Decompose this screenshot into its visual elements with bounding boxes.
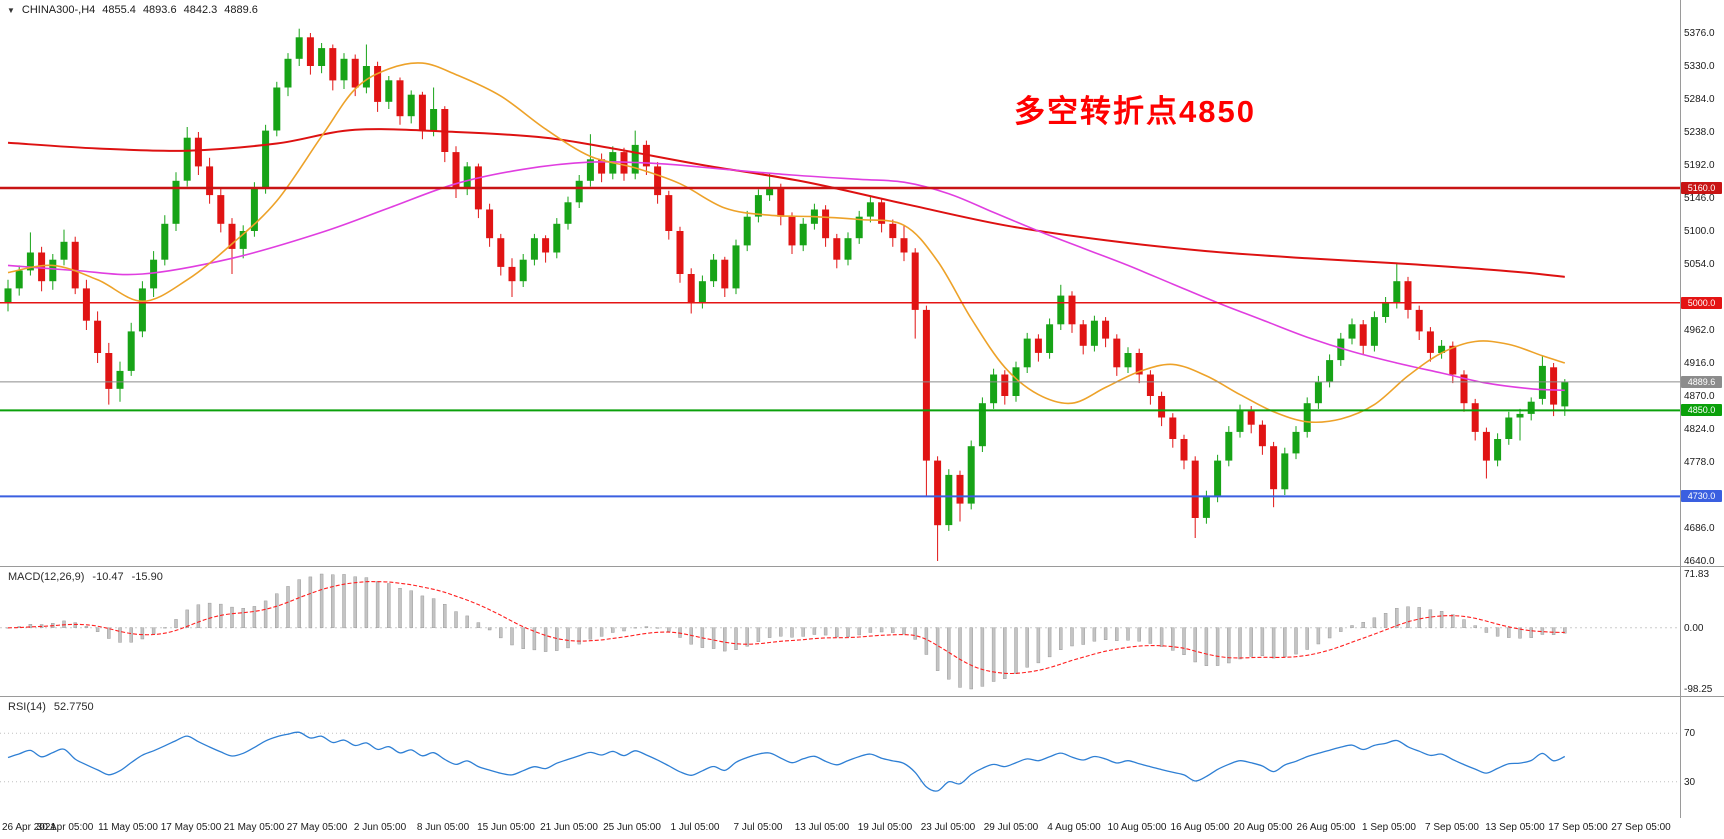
time-axis-label: 4 Aug 05:00 (1047, 822, 1101, 833)
macd-label: MACD(12,26,9) -10.47 -15.90 (8, 571, 163, 583)
price-tick-label: 5054.0 (1684, 259, 1715, 270)
price-tick-label: 4686.0 (1684, 523, 1715, 534)
macd-value: -10.47 (92, 571, 124, 583)
time-axis-label: 15 Jun 05:00 (477, 822, 535, 833)
annotation-text: 多空转折点4850 (1014, 94, 1256, 129)
time-axis-label: 19 Jul 05:00 (857, 822, 913, 833)
time-axis-label: 13 Jul 05:00 (794, 822, 850, 833)
price-tick-label: 5376.0 (1684, 28, 1715, 39)
time-axis-label: 1 Sep 05:00 (1362, 822, 1416, 833)
price-tick-label: 5100.0 (1684, 226, 1715, 237)
time-axis-label: 26 Apr 2021 (2, 822, 56, 833)
time-axis-label: 23 Jul 05:00 (920, 822, 976, 833)
ohlc-open: 4855.4 (102, 4, 136, 16)
rsi-panel[interactable] (0, 731, 1680, 792)
price-tick-label: 5330.0 (1684, 61, 1715, 72)
rsi-level-label: 70 (1684, 728, 1696, 739)
ohlc-close: 4889.6 (224, 4, 258, 16)
time-axis-label: 17 May 05:00 (160, 822, 222, 833)
price-axis[interactable]: 5376.0 5330.0 5284.0 5238.0 5192.0 5146.0 5100… (1680, 0, 1724, 818)
time-axis-label: 21 Jun 05:00 (540, 822, 598, 833)
rsi-value: 52.7750 (53, 701, 94, 713)
time-axis-label: 26 Aug 05:00 (1296, 822, 1356, 833)
collapse-arrow-icon[interactable]: ▼ (7, 5, 15, 15)
price-line-badge: 4850.0 (1681, 404, 1722, 416)
price-tick-label: 4870.0 (1684, 391, 1715, 402)
moving-averages-layer (7, 62, 1566, 424)
horizontal-lines-layer[interactable] (0, 186, 1680, 498)
time-axis-label: 13 Sep 05:00 (1485, 822, 1545, 833)
rsi-label: RSI(14) 52.7750 (8, 701, 94, 713)
time-axis-label: 25 Jun 05:00 (603, 822, 661, 833)
macd-panel[interactable] (0, 573, 1680, 690)
price-line-badge: 5160.0 (1681, 182, 1722, 194)
ohlc-low: 4842.3 (183, 4, 218, 16)
price-tick-label: 4778.0 (1684, 457, 1715, 468)
time-axis-label: 8 Jun 05:00 (416, 822, 470, 833)
symbol-timeframe: CHINA300-,H4 (21, 4, 96, 16)
price-line-badge: 4730.0 (1681, 490, 1722, 502)
time-axis-label: 29 Jul 05:00 (983, 822, 1039, 833)
macd-axis-label: 0.00 (1684, 623, 1704, 634)
price-tick-label: 4640.0 (1684, 556, 1715, 567)
time-axis-label: 16 Aug 05:00 (1170, 822, 1230, 833)
price-tick-label: 4824.0 (1684, 424, 1715, 435)
time-axis-label: 20 Aug 05:00 (1233, 822, 1293, 833)
time-axis-label: 7 Jul 05:00 (733, 822, 783, 833)
rsi-name: RSI(14) (8, 701, 46, 713)
price-tick-label: 5146.0 (1684, 193, 1715, 204)
price-line-badge: 5000.0 (1681, 297, 1722, 309)
chart-title: ▼ CHINA300-,H4 4855.4 4893.6 4842.3 4889… (7, 4, 258, 16)
time-axis-label: 30 Apr 05:00 (36, 822, 94, 833)
price-tick-label: 5284.0 (1684, 94, 1715, 105)
price-tick-label: 5238.0 (1684, 127, 1715, 138)
rsi-level-label: 30 (1684, 777, 1696, 788)
time-axis-label: 10 Aug 05:00 (1107, 822, 1167, 833)
macd-axis-label: -98.25 (1684, 684, 1713, 695)
ohlc-high: 4893.6 (142, 4, 177, 16)
price-tick-label: 4962.0 (1684, 325, 1715, 336)
time-axis[interactable]: 26 Apr 2021 30 Apr 05:00 11 May 05:00 17 Ma… (0, 818, 1724, 839)
time-axis-label: 27 May 05:00 (286, 822, 348, 833)
macd-signal-value: -15.90 (131, 571, 163, 583)
price-tick-label: 5192.0 (1684, 160, 1715, 171)
time-axis-label: 7 Sep 05:00 (1425, 822, 1479, 833)
time-axis-label: 2 Jun 05:00 (353, 822, 407, 833)
macd-name: MACD(12,26,9) (8, 571, 85, 583)
candles-layer (4, 28, 1569, 561)
price-tick-label: 4916.0 (1684, 358, 1715, 369)
panel-frame (0, 0, 1724, 819)
time-axis-label: 21 May 05:00 (223, 822, 285, 833)
time-axis-label: 1 Jul 05:00 (670, 822, 720, 833)
price-line-badge: 4889.6 (1681, 376, 1722, 388)
time-axis-label: 17 Sep 05:00 (1548, 822, 1608, 833)
time-axis-label: 27 Sep 05:00 (1611, 822, 1671, 833)
time-axis-label: 11 May 05:00 (98, 822, 158, 833)
macd-axis-label: 71.83 (1684, 569, 1710, 580)
